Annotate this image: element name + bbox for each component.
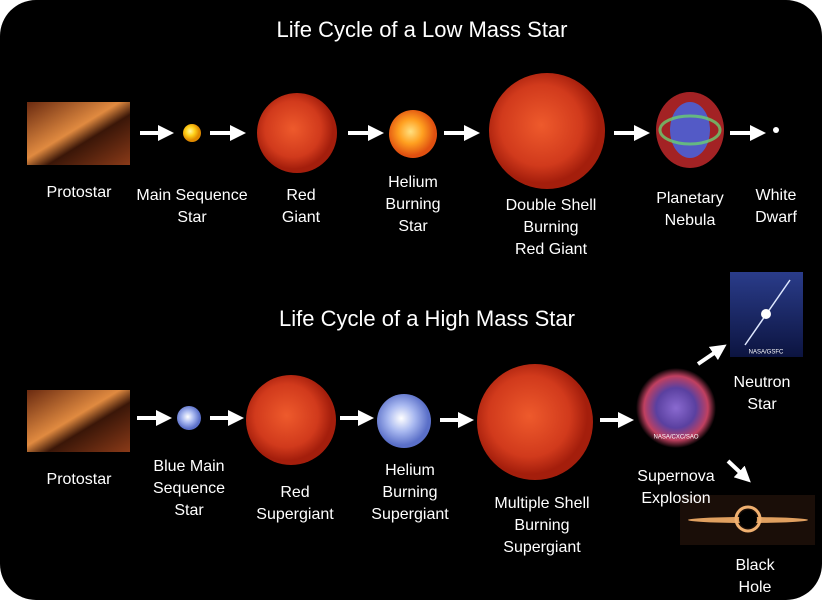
stage-label: Double Shell bbox=[506, 197, 597, 214]
stage-label: Protostar bbox=[47, 471, 113, 488]
stage-label: Supernova bbox=[637, 468, 714, 485]
stage-label: Burning bbox=[382, 484, 437, 501]
diagram: Life Cycle of a Low Mass Star Life Cycle… bbox=[0, 0, 822, 600]
stage-label: Hole bbox=[739, 579, 772, 596]
stage-label: Main Sequence bbox=[136, 187, 247, 204]
stage-label: Star bbox=[747, 396, 777, 413]
stage-label: Burning bbox=[523, 219, 578, 236]
stage-label: Helium bbox=[385, 462, 435, 479]
stage-label: Supergiant bbox=[503, 539, 581, 556]
stage-label: Star bbox=[177, 209, 207, 226]
stage-label: Burning bbox=[514, 517, 569, 534]
stage-label: Supergiant bbox=[256, 506, 334, 523]
image-credit: NASA/GSFC bbox=[749, 350, 784, 356]
stage-label: Helium bbox=[388, 174, 438, 191]
stage-label: Explosion bbox=[641, 490, 710, 507]
stage-label: Star bbox=[398, 218, 428, 235]
stage-label: Star bbox=[174, 502, 204, 519]
stage-label: Nebula bbox=[665, 212, 716, 229]
stage-label: Red bbox=[280, 484, 309, 501]
stage-label: Neutron bbox=[734, 374, 791, 391]
stage-label: White bbox=[756, 187, 797, 204]
stage-label: Sequence bbox=[153, 480, 225, 497]
stage-label: Black bbox=[735, 557, 775, 574]
title: Life Cycle of a Low Mass Star bbox=[276, 17, 567, 42]
stage-label: Supergiant bbox=[371, 506, 449, 523]
stage-label: Red Giant bbox=[515, 241, 588, 258]
stage-label: Protostar bbox=[47, 184, 113, 201]
stage-label: Red bbox=[286, 187, 315, 204]
stage-label: Blue Main bbox=[153, 458, 224, 475]
stage-label: Dwarf bbox=[755, 209, 797, 226]
title: Life Cycle of a High Mass Star bbox=[279, 306, 575, 331]
stage-label: Burning bbox=[385, 196, 440, 213]
image-credit: NASA/CXC/SAO bbox=[653, 435, 698, 441]
stage-label: Giant bbox=[282, 209, 321, 226]
stage-label: Planetary bbox=[656, 190, 724, 207]
stage-label: Multiple Shell bbox=[494, 495, 589, 512]
